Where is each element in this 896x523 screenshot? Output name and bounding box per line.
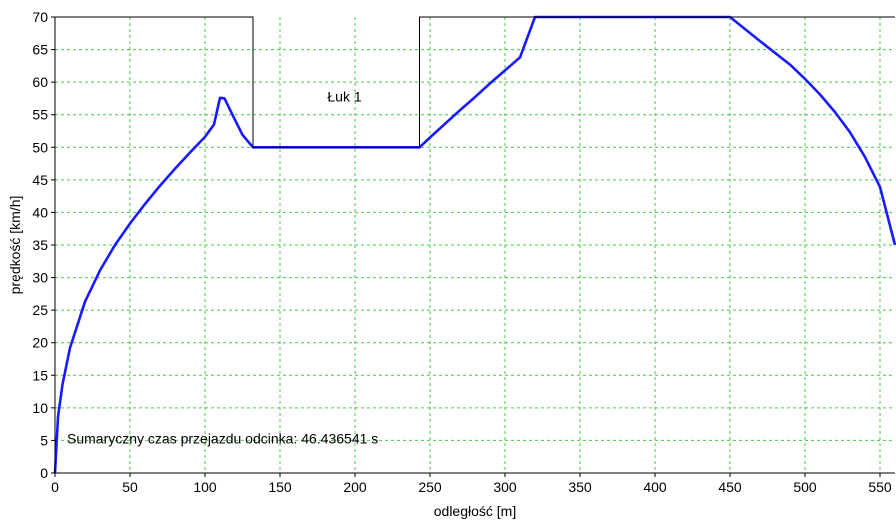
y-tick-label: 25 [32,302,48,318]
x-tick-label: 350 [568,479,592,495]
curve-label: Łuk 1 [327,89,361,105]
y-tick-label: 10 [32,400,48,416]
x-tick-label: 150 [268,479,292,495]
x-axis-label: odległość [m] [434,503,516,519]
annotations: Łuk 1 Sumaryczny czas przejazdu odcinka: … [67,89,378,447]
speed-limit-line [55,16,895,148]
y-tick-label: 5 [40,432,48,448]
y-tick-label: 0 [40,465,48,481]
x-tick-label: 0 [51,479,59,495]
total-time-label: Sumaryczny czas przejazdu odcinka: 46.43… [67,431,378,447]
y-tick-label: 30 [32,270,48,286]
x-tick-label: 200 [343,479,367,495]
x-tick-label: 300 [493,479,517,495]
tick-labels: 0 50 100 150 200 250 300 350 400 450 500 550 0 5 10 15 2… [32,9,891,495]
x-tick-label: 250 [418,479,442,495]
x-tick-label: 50 [122,479,138,495]
x-tick-label: 100 [193,479,217,495]
y-tick-label: 65 [32,42,48,58]
y-tick-label: 20 [32,335,48,351]
y-tick-label: 45 [32,172,48,188]
grid-lines [55,17,895,473]
y-tick-label: 60 [32,74,48,90]
y-tick-label: 70 [32,9,48,25]
y-tick-label: 15 [32,367,48,383]
y-tick-label: 55 [32,107,48,123]
y-tick-label: 40 [32,204,48,220]
x-tick-label: 400 [643,479,667,495]
x-tick-label: 550 [868,479,892,495]
x-tick-label: 500 [793,479,817,495]
y-axis-label: prędkość [km/h] [7,196,23,295]
series-layer [53,15,896,474]
y-tick-label: 35 [32,237,48,253]
x-tick-label: 450 [718,479,742,495]
y-tick-label: 50 [32,139,48,155]
